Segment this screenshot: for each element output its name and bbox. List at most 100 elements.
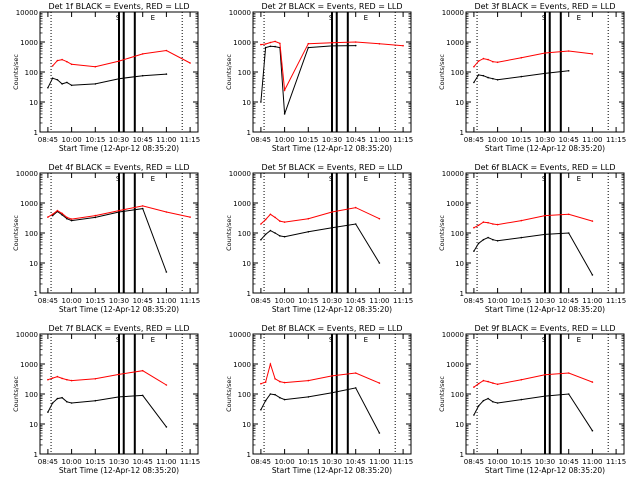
series-events-point: [47, 411, 49, 413]
x-tick-label: 10:45: [133, 458, 153, 466]
series-lld-point: [279, 42, 281, 45]
x-axis-label: Start Time (12-Apr-12 08:35:20): [59, 305, 179, 314]
series-events-point: [70, 219, 73, 222]
series-lld-point: [66, 216, 68, 219]
series-lld-point: [283, 89, 286, 91]
series-lld-point: [70, 63, 73, 66]
series-lld-point: [402, 44, 404, 47]
x-tick-label: 11:00: [582, 136, 602, 144]
y-tick-label: 1000: [446, 39, 464, 47]
x-tick-label: 11:00: [582, 458, 602, 466]
panel-title: Det 4f BLACK = Events, RED = LLD: [48, 163, 189, 172]
series-events-point: [496, 79, 499, 81]
y-tick-label: 100: [451, 230, 464, 238]
series-events-point: [492, 401, 494, 403]
y-tick-label: 1000: [233, 361, 251, 369]
x-tick-label: 08:45: [464, 458, 484, 466]
series-events-point: [520, 236, 523, 239]
series-lld-point: [61, 58, 63, 61]
panel-title: Det 5f BLACK = Events, RED = LLD: [261, 163, 402, 172]
x-tick-label: 10:15: [85, 136, 105, 144]
x-tick-label: 08:45: [464, 136, 484, 144]
x-tick-label: 10:30: [322, 458, 342, 466]
y-tick-label: 100: [25, 230, 38, 238]
series-events-line: [260, 387, 380, 434]
series-events-point: [66, 401, 68, 403]
x-tick-label: 11:00: [369, 297, 389, 305]
panel-title: Det 7f BLACK = Events, RED = LLD: [48, 324, 189, 333]
panel-title: Det 2f BLACK = Events, RED = LLD: [261, 2, 402, 11]
series-lld-point: [477, 382, 480, 385]
series-lld-point: [544, 52, 546, 54]
series-events-point: [269, 393, 272, 395]
x-tick-label: 11:15: [393, 458, 413, 466]
series-events-point: [378, 262, 381, 264]
series-events-point: [487, 236, 489, 239]
series-lld-point: [487, 380, 489, 383]
series-events-point: [482, 399, 485, 402]
series-events-point: [51, 77, 54, 79]
series-lld-point: [279, 220, 281, 222]
series-events-point: [51, 402, 54, 404]
series-lld-point: [56, 59, 59, 62]
series-events-point: [307, 46, 310, 49]
series-lld-line: [473, 213, 593, 229]
series-events-point: [331, 226, 333, 229]
series-lld-point: [264, 43, 267, 45]
series-lld-point: [331, 375, 333, 377]
series-events-point: [269, 45, 272, 48]
x-tick-label: 11:15: [393, 136, 413, 144]
series-lld-point: [141, 205, 144, 207]
panel-det-6: Det 6f BLACK = Events, RED = LLD S E 1 10 100…: [438, 163, 626, 314]
x-tick-label: 10:30: [322, 297, 342, 305]
y-tick-label: 10000: [442, 331, 464, 339]
series-lld-point: [283, 381, 286, 384]
series-lld-point: [279, 380, 281, 383]
x-tick-label: 10:45: [346, 297, 366, 305]
x-tick-label: 10:30: [535, 458, 555, 466]
x-tick-label: 10:15: [511, 458, 531, 466]
series-lld-point: [520, 56, 523, 59]
series-lld-point: [331, 41, 333, 44]
y-axis-label: Counts/sec: [225, 215, 233, 251]
series-lld-point: [94, 65, 97, 68]
series-lld-point: [520, 378, 523, 381]
series-lld-point: [477, 60, 480, 62]
series-lld-point: [567, 372, 570, 374]
series-lld-point: [51, 65, 54, 67]
y-axis-label: Counts/sec: [438, 54, 446, 90]
x-tick-label: 08:45: [38, 458, 58, 466]
series-lld-point: [274, 378, 276, 380]
x-tick-label: 10:30: [109, 297, 129, 305]
series-events-point: [492, 77, 494, 80]
series-lld-point: [66, 378, 68, 381]
series-lld-point: [544, 373, 546, 376]
y-tick-label: 1: [460, 129, 464, 137]
series-lld-point: [473, 386, 475, 388]
x-tick-label: 08:45: [38, 136, 58, 144]
x-tick-label: 10:45: [559, 297, 579, 305]
series-events-point: [544, 233, 546, 236]
series-events-point: [274, 232, 276, 234]
x-tick-label: 10:00: [488, 297, 508, 305]
series-lld-point: [354, 41, 357, 43]
marker-label: E: [151, 175, 155, 183]
x-tick-label: 10:45: [346, 136, 366, 144]
marker-label: S: [329, 14, 334, 22]
x-tick-label: 11:15: [180, 458, 200, 466]
marker-label: E: [577, 336, 581, 344]
panel-det-1: Det 1f BLACK = Events, RED = LLD S E 1 10 100…: [12, 2, 200, 153]
x-tick-label: 11:00: [156, 297, 176, 305]
series-events-point: [47, 86, 49, 89]
series-lld-point: [56, 375, 59, 378]
y-axis-label: Counts/sec: [438, 215, 446, 251]
series-lld-point: [274, 40, 276, 43]
series-lld-line: [260, 207, 380, 225]
y-tick-label: 1: [247, 451, 251, 459]
x-tick-label: 10:00: [488, 458, 508, 466]
series-events-point: [165, 73, 168, 75]
series-events-point: [141, 74, 144, 77]
x-axis-label: Start Time (12-Apr-12 08:35:20): [485, 305, 605, 314]
series-events-point: [94, 83, 97, 85]
series-events-point: [118, 77, 120, 80]
